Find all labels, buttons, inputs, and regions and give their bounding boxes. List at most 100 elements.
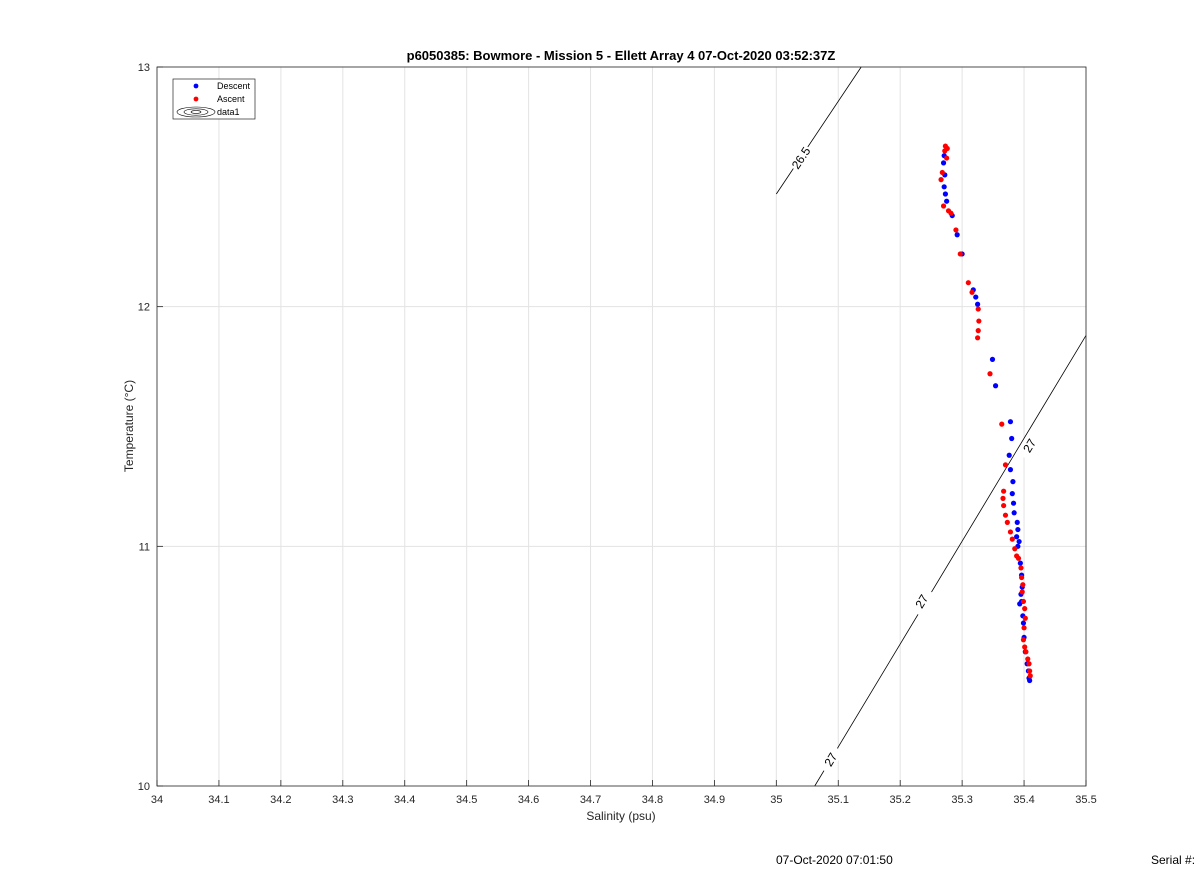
descent-point bbox=[975, 301, 981, 307]
ascent-point bbox=[1019, 589, 1025, 595]
ascent-point bbox=[1002, 512, 1009, 518]
ascent-point bbox=[987, 371, 993, 377]
ascent-point bbox=[1007, 529, 1014, 535]
ascent-point bbox=[1021, 625, 1027, 631]
x-tick-label: 35.2 bbox=[889, 794, 910, 806]
descent-point bbox=[1015, 526, 1021, 533]
ascent-point bbox=[1000, 495, 1006, 501]
contour-label: 27 bbox=[912, 592, 931, 611]
ascent-point bbox=[1012, 546, 1018, 552]
ascent-point bbox=[975, 306, 981, 312]
x-axis-label: Salinity (psu) bbox=[586, 809, 655, 823]
contour-label: 27 bbox=[821, 750, 840, 769]
descent-point bbox=[1009, 435, 1015, 442]
ascent-point bbox=[1022, 644, 1028, 650]
y-tick-label: 11 bbox=[139, 541, 150, 553]
descent-point bbox=[1006, 452, 1012, 458]
x-tick-label: 34.8 bbox=[642, 794, 663, 806]
descent-point bbox=[992, 383, 999, 389]
ascent-point bbox=[976, 318, 982, 324]
chart-title: p6050385: Bowmore - Mission 5 - Ellett A… bbox=[407, 48, 836, 63]
ascent-point bbox=[938, 177, 944, 183]
descent-point bbox=[1009, 491, 1015, 497]
ascent-point bbox=[969, 289, 975, 295]
ascent-point bbox=[1020, 582, 1026, 588]
contour-label-backdrop bbox=[787, 142, 815, 173]
ascent-point bbox=[939, 169, 945, 176]
x-tick-label: 34 bbox=[151, 794, 163, 806]
y-axis-ticks: 10 11 12 13 bbox=[138, 62, 163, 793]
data-points bbox=[938, 143, 1033, 684]
descent-point bbox=[940, 160, 947, 166]
legend[interactable]: Descent Ascent data1 bbox=[172, 78, 256, 120]
ascent-point bbox=[953, 227, 959, 233]
x-tick-label: 35 bbox=[770, 794, 782, 806]
footer-timestamp: 07-Oct-2020 07:01:50 bbox=[776, 853, 893, 867]
descent-point bbox=[1010, 479, 1016, 485]
descent-point bbox=[1007, 467, 1014, 473]
ascent-point bbox=[1020, 637, 1027, 643]
descent-point bbox=[989, 356, 996, 362]
x-tick-label: 34.6 bbox=[518, 794, 539, 806]
ascent-point bbox=[1009, 536, 1015, 542]
y-axis-label: Temperature (°C) bbox=[122, 380, 136, 472]
legend-box bbox=[172, 78, 256, 120]
ascent-point bbox=[1001, 488, 1007, 494]
descent-point bbox=[1017, 560, 1023, 566]
descent-point bbox=[1011, 510, 1017, 516]
x-tick-label: 34.4 bbox=[394, 794, 415, 806]
plot-area bbox=[157, 67, 1086, 786]
ascent-point bbox=[1027, 673, 1033, 679]
descent-point bbox=[942, 191, 949, 197]
ascent-point bbox=[1023, 649, 1029, 655]
contour-label-backdrop bbox=[817, 744, 844, 775]
x-tick-label: 35.1 bbox=[828, 794, 849, 806]
ascent-point bbox=[999, 421, 1005, 427]
legend-ascent-label: Ascent bbox=[217, 94, 245, 104]
contour-line-26.5 bbox=[776, 66, 862, 195]
ascent-point bbox=[1015, 555, 1022, 561]
descent-point bbox=[973, 294, 979, 300]
ascent-point bbox=[1018, 574, 1025, 581]
x-tick-label: 34.7 bbox=[580, 794, 601, 806]
x-tick-label: 35.5 bbox=[1075, 794, 1096, 806]
ascent-point bbox=[1027, 668, 1033, 674]
ascent-point bbox=[1025, 656, 1031, 662]
footer-serial-label: Serial #: bbox=[1151, 853, 1196, 867]
descent-point bbox=[944, 198, 950, 204]
descent-point bbox=[1020, 620, 1027, 626]
x-tick-label: 34.2 bbox=[270, 794, 291, 806]
x-tick-label: 35.4 bbox=[1013, 794, 1034, 806]
descent-point bbox=[1017, 601, 1023, 607]
ascent-point bbox=[1001, 502, 1007, 509]
contour-label: 27 bbox=[1020, 436, 1039, 455]
y-tick-label: 12 bbox=[138, 302, 150, 314]
descent-point bbox=[941, 184, 947, 190]
contour-label-backdrop bbox=[908, 586, 935, 617]
plot-frame bbox=[156, 66, 1087, 787]
ascent-point bbox=[1022, 615, 1028, 621]
x-tick-label: 34.1 bbox=[208, 794, 229, 806]
ascent-point bbox=[965, 280, 971, 286]
ascent-point bbox=[975, 328, 981, 334]
descent-point bbox=[1027, 677, 1033, 684]
x-tick-label: 34.5 bbox=[456, 794, 477, 806]
ascent-point bbox=[1022, 606, 1028, 612]
ascent-point bbox=[944, 155, 950, 161]
x-tick-label: 34.9 bbox=[704, 794, 725, 806]
y-tick-label: 13 bbox=[138, 62, 150, 74]
ascent-point bbox=[942, 148, 948, 154]
x-axis-ticks: 34 34.1 34.2 34.3 34.4 34.5 34.6 34.7 34.8 34.9 35… bbox=[151, 780, 1097, 806]
ascent-point bbox=[1020, 598, 1027, 605]
descent-point bbox=[1016, 538, 1022, 545]
ascent-point bbox=[940, 203, 947, 209]
x-tick-label: 35.3 bbox=[951, 794, 972, 806]
legend-ascent-marker bbox=[193, 96, 199, 102]
contour-label-backdrop bbox=[1016, 430, 1043, 461]
legend-data1-label: data1 bbox=[217, 107, 240, 117]
ascent-point bbox=[975, 335, 981, 341]
descent-point bbox=[1014, 519, 1020, 525]
ascent-point bbox=[1004, 519, 1010, 525]
